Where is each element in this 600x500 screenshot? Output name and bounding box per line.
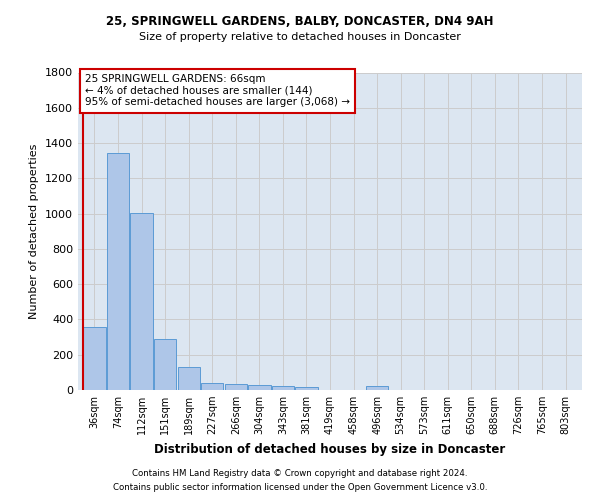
X-axis label: Distribution of detached houses by size in Doncaster: Distribution of detached houses by size … <box>154 442 506 456</box>
Bar <box>83 328 106 390</box>
Bar <box>272 386 294 390</box>
Bar <box>107 153 129 390</box>
Text: Contains public sector information licensed under the Open Government Licence v3: Contains public sector information licen… <box>113 484 487 492</box>
Text: 25, SPRINGWELL GARDENS, BALBY, DONCASTER, DN4 9AH: 25, SPRINGWELL GARDENS, BALBY, DONCASTER… <box>106 15 494 28</box>
Bar <box>366 386 388 390</box>
Bar <box>295 387 317 390</box>
Bar <box>224 384 247 390</box>
Bar <box>154 339 176 390</box>
Text: Contains HM Land Registry data © Crown copyright and database right 2024.: Contains HM Land Registry data © Crown c… <box>132 468 468 477</box>
Bar <box>201 382 223 390</box>
Y-axis label: Number of detached properties: Number of detached properties <box>29 144 40 319</box>
Text: 25 SPRINGWELL GARDENS: 66sqm
← 4% of detached houses are smaller (144)
95% of se: 25 SPRINGWELL GARDENS: 66sqm ← 4% of det… <box>85 74 350 108</box>
Bar <box>248 385 271 390</box>
Bar <box>178 368 200 390</box>
Bar <box>130 212 153 390</box>
Text: Size of property relative to detached houses in Doncaster: Size of property relative to detached ho… <box>139 32 461 42</box>
